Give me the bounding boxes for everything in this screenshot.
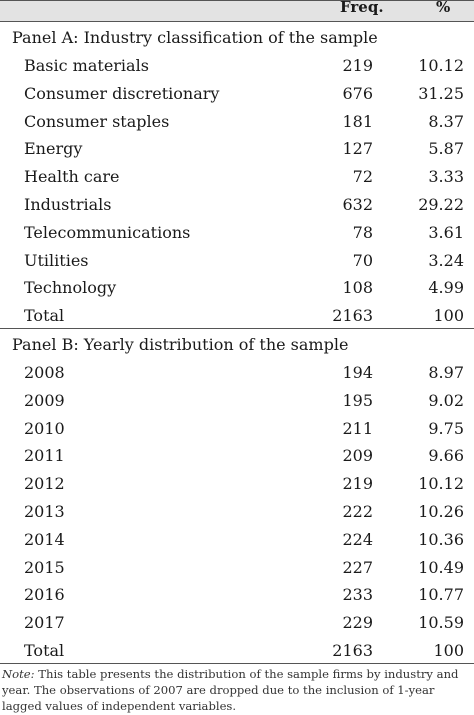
row-label: 2016 <box>24 585 65 605</box>
row-freq: 127 <box>342 139 373 159</box>
table-row: Basic materials 219 10.12 <box>0 50 474 78</box>
row-freq: 632 <box>342 194 373 214</box>
table-row: Total 2163 100 <box>0 635 474 663</box>
row-label: Technology <box>24 278 117 298</box>
note-prefix: Note: <box>2 667 35 681</box>
row-label: Consumer staples <box>24 111 170 131</box>
row-label: Utilities <box>24 250 89 270</box>
row-label: 2017 <box>24 613 65 633</box>
note-text: This table presents the distribution of … <box>2 667 459 713</box>
row-pct: 10.12 <box>418 56 464 75</box>
panel-a-title: Panel A: Industry classification of the … <box>12 28 378 47</box>
table-row: 2009 195 9.02 <box>0 385 474 413</box>
table-row: Consumer staples 181 8.37 <box>0 106 474 134</box>
row-label: Consumer discretionary <box>24 83 220 103</box>
panel-a-rows: Basic materials 219 10.12 Consumer discreti… <box>0 50 474 328</box>
row-pct: 4.99 <box>428 278 464 298</box>
table-row: 2011 209 9.66 <box>0 440 474 468</box>
table-note: Note: This table presents the distributi… <box>2 666 468 714</box>
panel-b-title: Panel B: Yearly distribution of the samp… <box>12 334 349 354</box>
table-row: 2014 224 10.36 <box>0 524 474 552</box>
row-freq: 2163 <box>332 640 373 660</box>
table-row: 2015 227 10.49 <box>0 552 474 580</box>
table-row: 2013 222 10.26 <box>0 496 474 524</box>
row-pct: 10.12 <box>418 474 464 494</box>
table-row: 2017 229 10.59 <box>0 607 474 635</box>
table-row: Health care 72 3.33 <box>0 161 474 189</box>
row-label: 2015 <box>24 557 65 577</box>
row-freq: 219 <box>342 474 373 494</box>
row-label: Basic materials <box>24 56 149 75</box>
table-header: Freq. % <box>0 0 474 22</box>
table-row: Telecommunications 78 3.61 <box>0 217 474 245</box>
row-freq: 233 <box>342 585 373 605</box>
distribution-table: Freq. % Panel A: Industry classification… <box>0 0 474 664</box>
row-pct: 10.59 <box>418 613 464 633</box>
row-freq: 72 <box>352 167 373 187</box>
row-freq: 219 <box>342 56 373 75</box>
row-pct: 29.22 <box>418 194 464 214</box>
table-row: Technology 108 4.99 <box>0 272 474 300</box>
row-pct: 9.66 <box>428 446 464 466</box>
row-label: Telecommunications <box>24 222 191 242</box>
panel-b-rows: 2008 194 8.97 2009 195 9.02 2010 211 9.75 2011 209… <box>0 357 474 663</box>
header-freq: Freq. <box>340 0 384 16</box>
row-pct: 9.02 <box>428 390 464 410</box>
row-freq: 209 <box>342 446 373 466</box>
row-freq: 229 <box>342 613 373 633</box>
row-freq: 224 <box>342 529 373 549</box>
row-freq: 676 <box>342 83 373 103</box>
row-pct: 100 <box>433 306 464 326</box>
row-label: 2012 <box>24 474 65 494</box>
row-label: 2009 <box>24 390 65 410</box>
row-pct: 3.61 <box>428 222 464 242</box>
row-pct: 10.26 <box>418 501 464 521</box>
row-label: Total <box>24 306 65 326</box>
row-label: Health care <box>24 167 120 187</box>
header-pct: % <box>436 0 451 16</box>
row-label: Industrials <box>24 194 112 214</box>
table-row: 2012 219 10.12 <box>0 468 474 496</box>
row-freq: 195 <box>342 390 373 410</box>
bottom-rule <box>0 662 474 664</box>
row-pct: 31.25 <box>418 83 464 103</box>
table-row: 2016 233 10.77 <box>0 579 474 607</box>
row-pct: 3.33 <box>428 167 464 187</box>
row-pct: 10.49 <box>418 557 464 577</box>
row-freq: 78 <box>352 222 373 242</box>
row-freq: 70 <box>352 250 373 270</box>
row-pct: 100 <box>433 640 464 660</box>
row-label: Energy <box>24 139 83 159</box>
table-row: 2010 211 9.75 <box>0 413 474 441</box>
row-label: 2011 <box>24 446 65 466</box>
table-row: Consumer discretionary 676 31.25 <box>0 78 474 106</box>
row-pct: 3.24 <box>428 250 464 270</box>
row-freq: 2163 <box>332 306 373 326</box>
table-row: Utilities 70 3.24 <box>0 245 474 273</box>
row-pct: 8.97 <box>428 362 464 382</box>
table-row: Industrials 632 29.22 <box>0 189 474 217</box>
row-pct: 5.87 <box>428 139 464 159</box>
row-pct: 10.36 <box>418 529 464 549</box>
row-label: 2010 <box>24 418 65 438</box>
table-row: 2008 194 8.97 <box>0 357 474 385</box>
row-label: Total <box>24 640 65 660</box>
row-label: 2014 <box>24 529 65 549</box>
row-label: 2013 <box>24 501 65 521</box>
row-freq: 181 <box>342 111 373 131</box>
row-label: 2008 <box>24 362 65 382</box>
table-row: Total 2163 100 <box>0 300 474 328</box>
row-freq: 227 <box>342 557 373 577</box>
row-pct: 9.75 <box>428 418 464 438</box>
row-pct: 10.77 <box>418 585 464 605</box>
row-freq: 222 <box>342 501 373 521</box>
row-freq: 194 <box>342 362 373 382</box>
row-pct: 8.37 <box>428 111 464 131</box>
panel-b: Panel B: Yearly distribution of the samp… <box>0 327 474 663</box>
row-freq: 211 <box>342 418 373 438</box>
row-freq: 108 <box>342 278 373 298</box>
table-row: Energy 127 5.87 <box>0 133 474 161</box>
